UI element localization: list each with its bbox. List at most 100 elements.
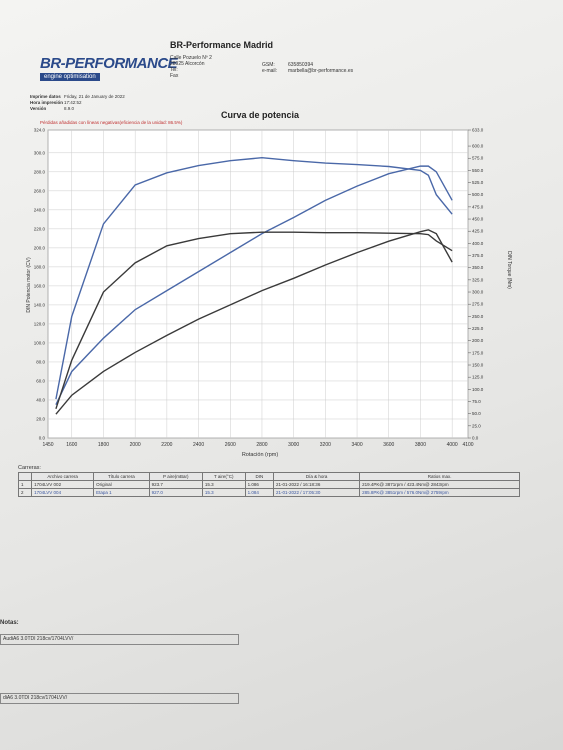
table-cell: 1.084 — [244, 488, 275, 497]
x-axis-title: Rotación (rpm) — [242, 452, 279, 458]
table-cell — [17, 472, 33, 481]
table-cell: 1704LVV 004 — [31, 488, 95, 497]
value: marbella@br-performance.es — [288, 68, 354, 74]
contact-line: e-mail: marbella@br-performance.es — [262, 68, 353, 74]
contact-line: GSM: 635850394 — [262, 62, 353, 68]
series-line — [55, 229, 453, 415]
table-cell: 285.8PK@ 3851rpm / 576.0Nm@ 2759rpm — [359, 488, 520, 497]
x-tick-label: 3600 — [383, 442, 394, 448]
label: Hora impresión — [30, 100, 64, 105]
chart-title: Curva de potencia — [221, 110, 300, 120]
table-cell: Día & hora — [273, 472, 361, 481]
table-row: 1 1704LVV 002 Original 923.7 15.3 1.086 21-01-… — [17, 480, 520, 489]
note: diA6 3.0TDI 218cv/1704LVV/ — [0, 693, 239, 704]
info-line: Imprime datos Friday, 21 de January de 20… — [30, 94, 125, 100]
y-tick-label: 80.0 — [36, 359, 45, 364]
note: AudiA6 3.0TDI 218cv/1704LVV/ — [0, 634, 239, 645]
table-cell: Original — [93, 480, 150, 489]
value: 8.9.0 — [64, 106, 75, 111]
table-title: Carreras: — [18, 465, 41, 471]
y2-tick-label: 150.0 — [472, 363, 484, 368]
address-line: 28925 Alcorcón — [170, 61, 205, 67]
table-row: 2 1704LVV 004 Etapa 1 927.0 15.3 1.084 21-01-2… — [17, 488, 520, 497]
table-cell: T aire(°C) — [201, 472, 246, 481]
y2-tick-label: 50.0 — [472, 411, 481, 416]
runs-table: Archivo carrera Título carrera P aire(mBar… — [17, 472, 520, 497]
y-tick-label: 60.0 — [36, 378, 45, 383]
table-cell: 219.4PK@ 3871rpm / 423.4Nm@ 2843rpm — [359, 480, 520, 489]
y-tick-label: 140.0 — [34, 302, 46, 307]
table-cell: DIN — [244, 472, 275, 481]
address: Calle Pozuelo Nº 2 28925 Alcorcón Tel: F… — [170, 55, 212, 79]
x-tick-label: 4100 — [462, 442, 473, 448]
y-tick-label: 120.0 — [34, 321, 46, 326]
y2-tick-label: 475.0 — [472, 204, 484, 209]
y-tick-label: 100.0 — [34, 340, 46, 345]
contact: GSM: 635850394 e-mail: marbella@br-perform… — [262, 62, 353, 74]
table-cell: Ratios max. — [359, 472, 520, 481]
y2-tick-label: 450.0 — [472, 217, 484, 222]
x-tick-label: 2000 — [130, 442, 141, 448]
info-line: Hora impresión17:42:52 — [30, 100, 125, 106]
label: e-mail: — [262, 68, 278, 74]
y2-tick-label: 175.0 — [472, 350, 484, 355]
y-tick-label: 180.0 — [34, 264, 46, 269]
y2-tick-label: 125.0 — [472, 375, 484, 380]
y-tick-label: 40.0 — [36, 397, 45, 402]
table-cell: 927.0 — [148, 488, 203, 497]
y-tick-label: 260.0 — [34, 188, 46, 193]
table-cell: 1704LVV 002 — [31, 480, 95, 489]
y2-tick-label: 275.0 — [472, 302, 484, 307]
y2-tick-label: 225.0 — [472, 326, 484, 331]
notes-title: Notas: — [0, 620, 19, 626]
x-tick-label: 3800 — [415, 442, 426, 448]
y2-tick-label: 633.0 — [472, 128, 484, 133]
table-cell: P aire(mBar) — [148, 472, 203, 481]
x-tick-label: 1600 — [66, 442, 77, 448]
info: Imprime datos Friday, 21 de January de 20… — [30, 94, 125, 112]
y2-tick-label: 75.0 — [472, 399, 481, 404]
y2-tick-label: 600.0 — [472, 144, 484, 149]
y-axis-title: DIN Potencia motor (CV) — [26, 257, 32, 313]
table-cell: Archivo carrera — [31, 472, 95, 481]
y2-tick-label: 350.0 — [472, 265, 484, 270]
y2-tick-label: 25.0 — [472, 423, 481, 428]
x-tick-label: 3000 — [288, 442, 299, 448]
x-tick-label: 1450 — [42, 442, 53, 448]
x-tick-label: 4000 — [447, 442, 458, 448]
plot-area — [47, 129, 469, 439]
table-cell: 1 — [17, 480, 33, 489]
logo: BR-PERFORMANCE — [40, 55, 178, 72]
x-tick-label: 2800 — [256, 442, 267, 448]
table-cell: 2 — [17, 488, 33, 497]
label: Versión — [30, 106, 47, 111]
x-tick-label: 3400 — [351, 442, 362, 448]
y-tick-label: 240.0 — [34, 207, 46, 212]
table-cell: Etapa 1 — [93, 488, 150, 497]
y-tick-label: 160.0 — [34, 283, 46, 288]
y-tick-label: 324.0 — [34, 128, 46, 133]
table-cell: 923.7 — [148, 480, 203, 489]
y-tick-label: 200.0 — [34, 245, 46, 250]
y2-tick-label: 525.0 — [472, 180, 484, 185]
y2-tick-label: 425.0 — [472, 229, 484, 234]
x-tick-label: 3200 — [320, 442, 331, 448]
y2-tick-label: 200.0 — [472, 338, 484, 343]
table-cell: 15.3 — [201, 480, 246, 489]
y2-tick-label: 375.0 — [472, 253, 484, 258]
y2-tick-label: 325.0 — [472, 277, 484, 282]
y2-tick-label: 300.0 — [472, 290, 484, 295]
y2-tick-label: 400.0 — [472, 241, 484, 246]
y2-tick-label: 550.0 — [472, 168, 484, 173]
y2-tick-label: 0.0 — [472, 436, 479, 441]
table-cell: 15.3 — [201, 488, 246, 497]
y-tick-label: 280.0 — [34, 169, 46, 174]
table-cell: Título carrera — [93, 472, 150, 481]
y2-axis-title: DIN Torque (Nm) — [506, 251, 512, 289]
value: 635850394 — [288, 62, 314, 68]
y-tick-label: 220.0 — [34, 226, 46, 231]
table-cell: 21-01-2022 / 16:18:36 — [273, 480, 361, 489]
y2-tick-label: 500.0 — [472, 192, 484, 197]
y-tick-label: 0.0 — [39, 436, 46, 441]
